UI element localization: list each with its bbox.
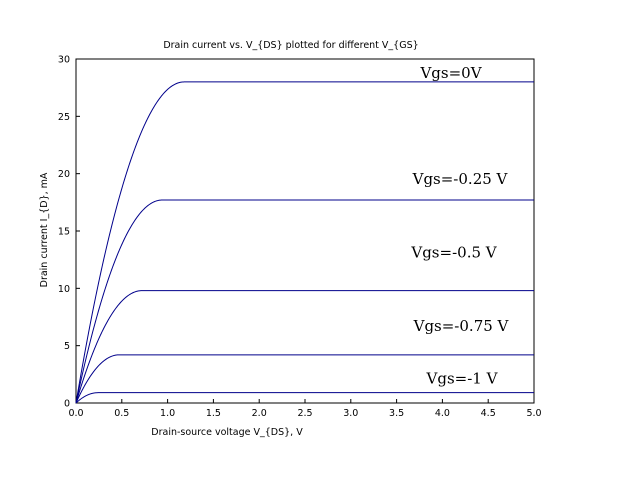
series-line	[75, 290, 534, 404]
x-tick-label: 2.0	[252, 408, 267, 419]
y-tick-label: 0	[64, 399, 70, 410]
x-tick-label: 3.5	[389, 408, 404, 419]
x-tick-label: 0.5	[114, 408, 129, 419]
y-axis-label: Drain current I_{D}, mA	[39, 172, 50, 287]
y-tick-label: 20	[58, 169, 70, 180]
x-tick-label: 0.0	[68, 408, 83, 419]
series-annotation: Vgs=-0.25 V	[412, 170, 509, 188]
x-tick-label: 5.0	[526, 408, 541, 419]
series-line	[75, 199, 534, 404]
x-axis: 0.0 0.5 1.0 1.5 2.0 2.5 3.0 3.5 4.0 4.5 5.0	[68, 399, 542, 419]
series-annotation: Vgs=0V	[419, 64, 482, 82]
y-axis: 0 5 10 15 20 25 30	[58, 55, 80, 410]
x-tick-label: 4.5	[481, 408, 496, 419]
y-tick-label: 30	[58, 55, 70, 66]
x-tick-label: 1.5	[206, 408, 221, 419]
series-annotation: Vgs=-0.5 V	[410, 244, 497, 262]
x-tick-label: 2.5	[297, 408, 312, 419]
series-annotation: Vgs=-1 V	[426, 370, 499, 388]
series-annotation: Vgs=-0.75 V	[413, 317, 510, 335]
series-line	[75, 354, 534, 404]
y-tick-label: 15	[58, 227, 70, 238]
annotation-group: Vgs=0V Vgs=-0.25 V Vgs=-0.5 V Vgs=-0.75 V Vg…	[410, 64, 509, 388]
series-line	[75, 81, 534, 404]
plot-frame	[75, 58, 535, 404]
x-tick-label: 1.0	[160, 408, 175, 419]
x-axis-label: Drain-source voltage V_{DS}, V	[151, 427, 303, 438]
x-tick-label: 3.0	[343, 408, 358, 419]
series-line	[75, 392, 534, 404]
y-tick-label: 5	[64, 341, 70, 352]
series-group	[75, 81, 534, 404]
x-tick-label: 4.0	[435, 408, 450, 419]
chart-title: Drain current vs. V_{DS} plotted for dif…	[163, 40, 418, 51]
y-tick-label: 10	[58, 284, 70, 295]
y-tick-label: 25	[58, 112, 70, 123]
